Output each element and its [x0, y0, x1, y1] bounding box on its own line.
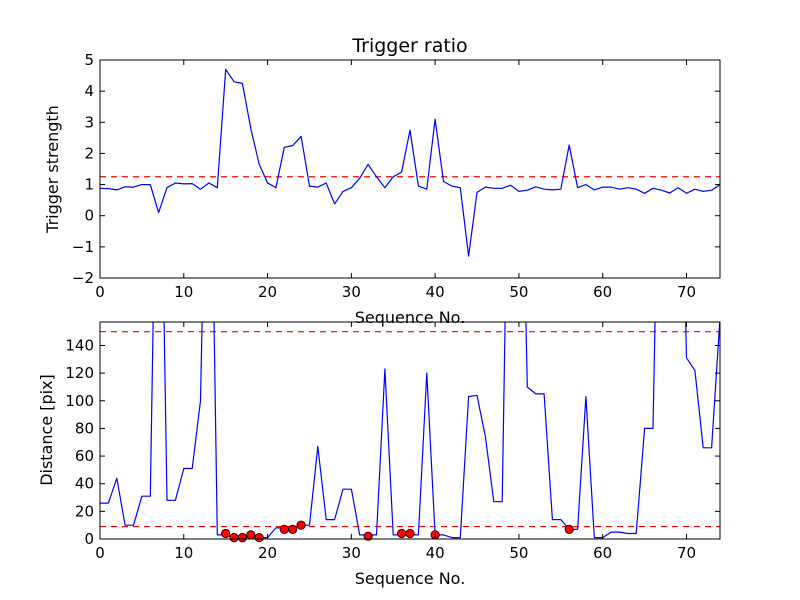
data-point-marker [397, 528, 407, 539]
x-tick-label: 20 [258, 283, 277, 301]
plot-frame [99, 59, 721, 279]
y-tick-label: 80 [75, 419, 94, 437]
x-tick-label: 50 [509, 283, 528, 301]
x-tick-label: 40 [426, 283, 445, 301]
y-tick-label: 60 [75, 447, 94, 465]
y-tick-label: 0 [84, 530, 94, 548]
y-tick-label: 20 [75, 502, 94, 520]
trigger-ratio-panel: Trigger ratio 0 10 20 30 40 50 60 70−2−1012345 … [43, 35, 721, 327]
y-tick-label: −2 [72, 269, 94, 287]
y-tick-label: 0 [84, 207, 94, 225]
x-tick-label: 10 [174, 544, 193, 562]
data-point-marker [564, 524, 574, 534]
y-tick-label: 120 [65, 364, 94, 382]
x-tick-label: 10 [174, 283, 193, 301]
x-tick-label: 0 [95, 283, 105, 301]
data-point-marker [221, 528, 231, 539]
x-tick-label: 20 [258, 544, 277, 562]
x-tick-label: 70 [677, 544, 696, 562]
data-point-marker [254, 533, 264, 543]
x-tick-label: 30 [342, 544, 361, 562]
data-point-marker [296, 520, 306, 530]
x-tick-label: 70 [677, 283, 696, 301]
chart-title: Trigger ratio [351, 35, 467, 57]
y-tick-label: 3 [84, 113, 94, 131]
x-tick-label: 30 [342, 283, 361, 301]
series-line [100, 68, 720, 257]
y-tick-label: 140 [65, 336, 94, 354]
y-tick-label: 40 [75, 475, 94, 493]
data-point-marker [229, 533, 239, 543]
data-point-marker [279, 524, 289, 534]
y-tick-label: 5 [84, 51, 94, 69]
y-tick-label: −1 [72, 238, 94, 256]
x-axis-label: Sequence No. [355, 308, 466, 327]
data-point-marker [405, 528, 415, 539]
x-tick-label: 40 [426, 544, 445, 562]
x-tick-label: 0 [95, 544, 105, 562]
distance-panel: 0 10 20 30 40 50 60 70 0 20 40 60 80 100 120 140 Sequen… [37, 321, 721, 588]
x-tick-label: 60 [593, 283, 612, 301]
y-tick-label: 1 [84, 176, 94, 194]
x-tick-label: 60 [593, 544, 612, 562]
data-point-marker [288, 524, 298, 534]
y-axis-label: Distance [pix] [37, 374, 56, 486]
y-tick-label: 100 [65, 392, 94, 410]
x-tick-label: 50 [509, 544, 528, 562]
y-tick-label: 4 [84, 82, 94, 100]
y-tick-label: 2 [84, 144, 94, 162]
y-axis-label: Trigger strength [43, 105, 62, 234]
data-point-marker [246, 530, 256, 540]
series-line [100, 322, 720, 539]
data-point-marker [237, 533, 248, 543]
plot-frame [99, 321, 721, 540]
x-axis-label: Sequence No. [355, 569, 466, 588]
data-point-marker [363, 531, 373, 541]
